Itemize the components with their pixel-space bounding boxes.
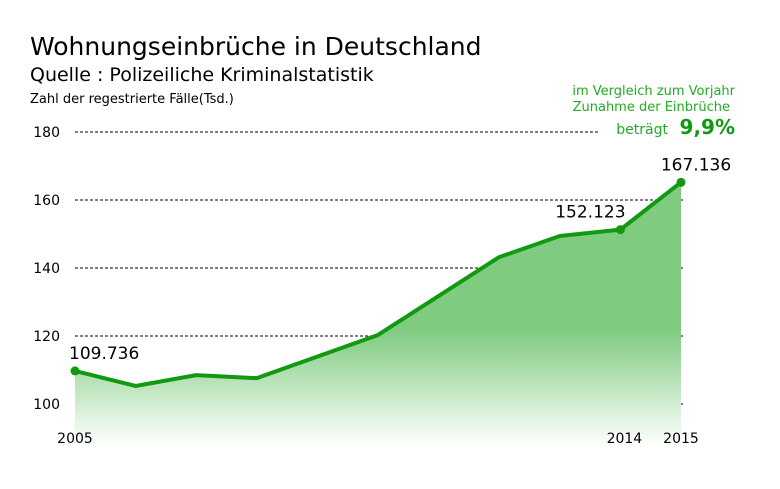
y-tick-label: 120 bbox=[33, 329, 60, 345]
y-tick-label: 140 bbox=[33, 261, 60, 277]
annotation-line3-prefix: beträgt bbox=[616, 122, 668, 138]
chart-subtitle: Quelle : Polizeiliche Kriminalstatistik bbox=[30, 64, 374, 86]
data-point bbox=[676, 177, 686, 187]
data-label: 109.736 bbox=[69, 344, 139, 364]
series-line bbox=[74, 180, 683, 388]
data-label: 152.123 bbox=[555, 203, 625, 223]
y-axis-label: Zahl der regestrierte Fälle(Tsd.) bbox=[30, 92, 234, 107]
y-tick-label: 180 bbox=[33, 125, 60, 141]
data-label: 167.136 bbox=[661, 155, 731, 175]
y-tick-label: 100 bbox=[33, 397, 60, 413]
annotation-line2: Zunahme der Einbrüche bbox=[573, 100, 730, 115]
x-tick-label: 2014 bbox=[607, 431, 643, 447]
x-tick-label: 2015 bbox=[663, 431, 699, 447]
y-tick-label: 160 bbox=[33, 193, 60, 209]
annotation-line1: im Vergleich zum Vorjahr bbox=[572, 84, 735, 99]
data-point bbox=[615, 225, 625, 235]
annotation-percent: 9,9% bbox=[680, 115, 735, 139]
data-point bbox=[70, 366, 80, 376]
x-tick-label: 2005 bbox=[57, 431, 93, 447]
chart-title: Wohnungseinbrüche in Deutschland bbox=[30, 32, 482, 61]
